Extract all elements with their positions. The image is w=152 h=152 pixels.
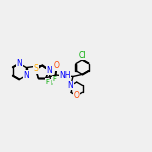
Text: S: S [34,64,38,73]
Text: N: N [17,59,22,68]
Text: O: O [54,61,60,71]
Text: N: N [23,71,29,80]
Text: F: F [45,79,49,85]
Text: N: N [46,66,52,75]
Text: N: N [68,81,73,90]
Text: O: O [74,91,80,100]
Text: F: F [50,80,54,86]
Text: Cl: Cl [78,51,86,60]
Text: F: F [53,76,57,82]
Text: NH: NH [59,71,71,80]
